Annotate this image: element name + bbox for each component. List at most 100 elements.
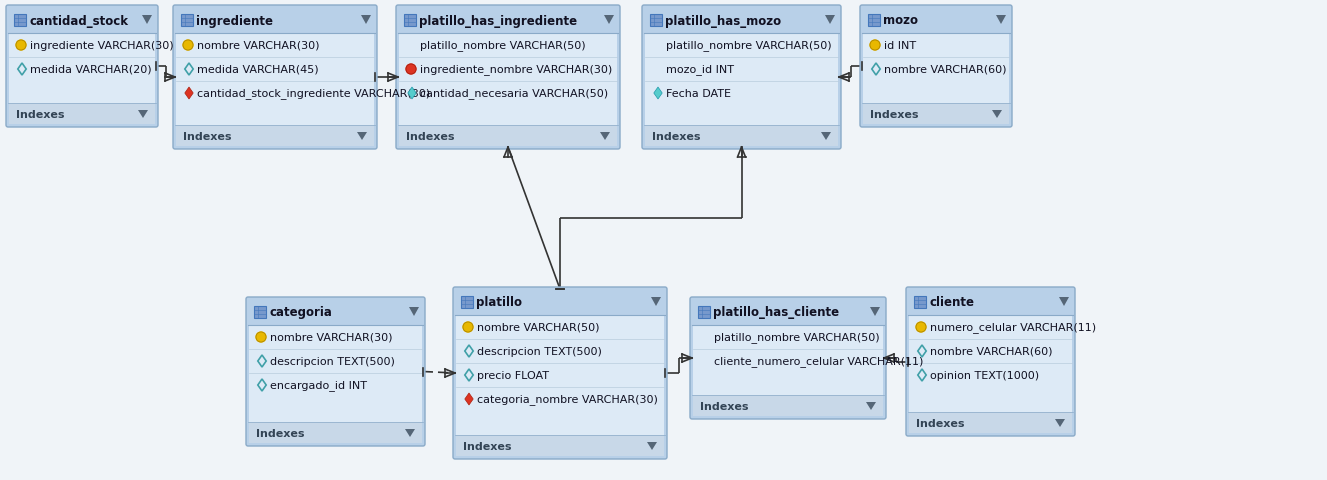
Polygon shape [407,88,417,100]
Bar [650,15,662,27]
Text: ingrediente VARCHAR(30): ingrediente VARCHAR(30) [31,41,174,51]
Polygon shape [654,88,662,100]
Text: Indexes: Indexes [701,401,748,411]
FancyBboxPatch shape [693,325,882,395]
Bar [460,296,472,308]
Polygon shape [184,88,194,100]
Polygon shape [142,16,153,25]
Text: Indexes: Indexes [652,132,701,142]
Text: platillo_has_ingrediente: platillo_has_ingrediente [419,14,577,27]
Text: platillo_nombre VARCHAR(50): platillo_nombre VARCHAR(50) [421,40,585,51]
FancyBboxPatch shape [173,6,377,150]
FancyBboxPatch shape [909,315,1072,412]
Circle shape [871,41,880,51]
FancyBboxPatch shape [9,34,155,104]
FancyBboxPatch shape [249,325,422,422]
Polygon shape [604,16,614,25]
Text: platillo_nombre VARCHAR(50): platillo_nombre VARCHAR(50) [714,332,880,343]
Polygon shape [652,298,661,306]
FancyBboxPatch shape [860,6,1013,128]
Text: mozo_id INT: mozo_id INT [666,64,734,75]
Text: Indexes: Indexes [16,110,65,120]
Text: medida VARCHAR(20): medida VARCHAR(20) [31,65,151,75]
FancyBboxPatch shape [906,288,1075,436]
Text: nombre VARCHAR(60): nombre VARCHAR(60) [884,65,1006,75]
Text: cantidad_stock_ingrediente VARCHAR(30): cantidad_stock_ingrediente VARCHAR(30) [196,88,430,99]
FancyBboxPatch shape [395,6,620,150]
Text: nombre VARCHAR(30): nombre VARCHAR(30) [269,332,393,342]
Polygon shape [1055,419,1066,427]
Text: encargado_id INT: encargado_id INT [269,380,368,391]
Polygon shape [600,133,610,141]
Text: categoria_nombre VARCHAR(30): categoria_nombre VARCHAR(30) [476,394,658,405]
FancyBboxPatch shape [176,126,374,147]
FancyBboxPatch shape [909,412,1072,433]
Polygon shape [997,16,1006,25]
FancyBboxPatch shape [7,6,158,128]
Text: cantidad_necesaria VARCHAR(50): cantidad_necesaria VARCHAR(50) [421,88,608,99]
FancyBboxPatch shape [456,315,664,435]
FancyBboxPatch shape [863,104,1009,125]
Text: platillo_nombre VARCHAR(50): platillo_nombre VARCHAR(50) [666,40,832,51]
Polygon shape [993,111,1002,119]
FancyBboxPatch shape [642,6,841,150]
Text: Indexes: Indexes [183,132,231,142]
FancyBboxPatch shape [399,34,617,126]
Text: id INT: id INT [884,41,916,51]
Polygon shape [825,16,835,25]
Text: cliente: cliente [929,296,974,309]
Circle shape [16,41,27,51]
Polygon shape [867,402,876,410]
Circle shape [256,332,265,342]
Text: Indexes: Indexes [256,428,304,438]
Text: opinion TEXT(1000): opinion TEXT(1000) [930,370,1039,380]
Text: Fecha DATE: Fecha DATE [666,89,731,99]
Text: mozo: mozo [882,14,918,27]
Polygon shape [648,442,657,450]
Text: categoria: categoria [269,306,332,319]
Polygon shape [464,393,474,405]
Bar [15,15,27,27]
Polygon shape [138,111,149,119]
FancyBboxPatch shape [690,298,886,419]
Bar [403,15,415,27]
Polygon shape [357,133,368,141]
Bar [698,306,710,318]
Text: platillo_has_cliente: platillo_has_cliente [713,306,839,319]
Text: ingrediente: ingrediente [196,14,273,27]
FancyBboxPatch shape [245,298,425,446]
Polygon shape [409,307,419,316]
FancyBboxPatch shape [176,34,374,126]
Text: Indexes: Indexes [916,418,965,428]
Polygon shape [1059,298,1070,306]
Polygon shape [821,133,831,141]
Text: numero_celular VARCHAR(11): numero_celular VARCHAR(11) [930,322,1096,333]
Text: descripcion TEXT(500): descripcion TEXT(500) [476,346,602,356]
Circle shape [463,323,472,332]
Text: nombre VARCHAR(30): nombre VARCHAR(30) [196,41,320,51]
Text: precio FLOAT: precio FLOAT [476,370,549,380]
Text: platillo: platillo [476,296,522,309]
FancyBboxPatch shape [453,288,667,459]
Circle shape [916,323,926,332]
FancyBboxPatch shape [399,126,617,147]
Polygon shape [405,429,415,437]
FancyBboxPatch shape [456,435,664,456]
FancyBboxPatch shape [645,34,837,126]
FancyBboxPatch shape [9,104,155,125]
Circle shape [406,65,415,75]
Text: Indexes: Indexes [871,110,918,120]
Bar [253,306,265,318]
Text: medida VARCHAR(45): medida VARCHAR(45) [196,65,318,75]
Bar [914,296,926,308]
Text: Indexes: Indexes [463,441,511,451]
Polygon shape [871,307,880,316]
Text: nombre VARCHAR(50): nombre VARCHAR(50) [476,323,600,332]
Text: Indexes: Indexes [406,132,455,142]
Text: cantidad_stock: cantidad_stock [29,14,127,27]
FancyBboxPatch shape [249,422,422,443]
FancyBboxPatch shape [863,34,1009,104]
Polygon shape [361,16,372,25]
Text: nombre VARCHAR(60): nombre VARCHAR(60) [930,346,1052,356]
Text: descripcion TEXT(500): descripcion TEXT(500) [269,356,395,366]
